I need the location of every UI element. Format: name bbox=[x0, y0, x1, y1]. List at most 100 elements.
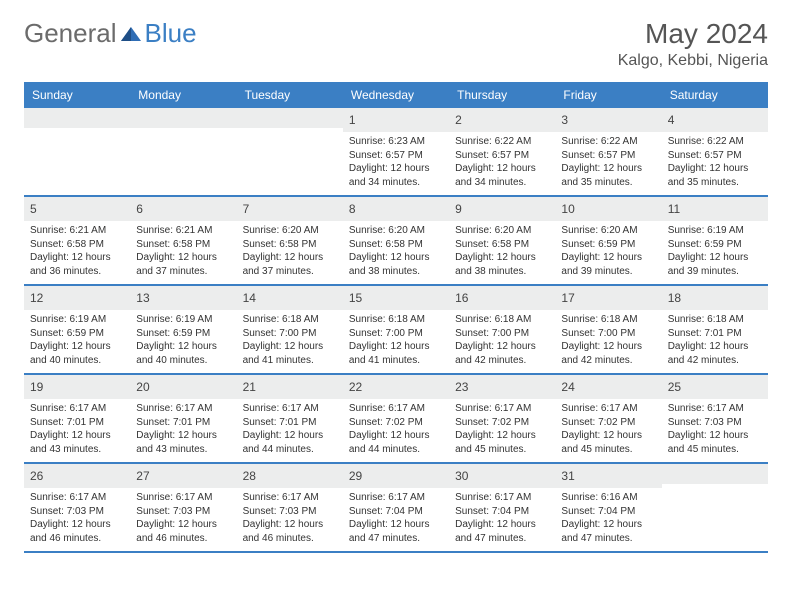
daylight-line: Daylight: 12 hours and 38 minutes. bbox=[455, 251, 549, 278]
weekday-header: Wednesday bbox=[343, 82, 449, 108]
day-number: 24 bbox=[561, 380, 574, 394]
daylight-line: Daylight: 12 hours and 39 minutes. bbox=[668, 251, 762, 278]
calendar-cell: 14Sunrise: 6:18 AMSunset: 7:00 PMDayligh… bbox=[237, 286, 343, 373]
day-number-row: 22 bbox=[343, 375, 449, 399]
calendar-cell: 24Sunrise: 6:17 AMSunset: 7:02 PMDayligh… bbox=[555, 375, 661, 462]
sunset-line: Sunset: 7:04 PM bbox=[561, 505, 655, 519]
day-number-row: 1 bbox=[343, 108, 449, 132]
title-block: May 2024 Kalgo, Kebbi, Nigeria bbox=[618, 18, 768, 70]
calendar-cell: 28Sunrise: 6:17 AMSunset: 7:03 PMDayligh… bbox=[237, 464, 343, 551]
sunset-line: Sunset: 7:00 PM bbox=[561, 327, 655, 341]
daylight-line: Daylight: 12 hours and 42 minutes. bbox=[561, 340, 655, 367]
day-number-row: 2 bbox=[449, 108, 555, 132]
weekday-header: Sunday bbox=[24, 82, 130, 108]
sunset-line: Sunset: 7:02 PM bbox=[561, 416, 655, 430]
daylight-line: Daylight: 12 hours and 39 minutes. bbox=[561, 251, 655, 278]
cell-body: Sunrise: 6:22 AMSunset: 6:57 PMDaylight:… bbox=[449, 132, 555, 195]
calendar-cell bbox=[130, 108, 236, 195]
day-number-row: 9 bbox=[449, 197, 555, 221]
sunset-line: Sunset: 7:01 PM bbox=[30, 416, 124, 430]
calendar-cell: 25Sunrise: 6:17 AMSunset: 7:03 PMDayligh… bbox=[662, 375, 768, 462]
day-number: 17 bbox=[561, 291, 574, 305]
calendar-cell: 6Sunrise: 6:21 AMSunset: 6:58 PMDaylight… bbox=[130, 197, 236, 284]
day-number-row: 16 bbox=[449, 286, 555, 310]
sunset-line: Sunset: 6:57 PM bbox=[668, 149, 762, 163]
brand-text-2: Blue bbox=[145, 18, 197, 49]
sunrise-line: Sunrise: 6:19 AM bbox=[668, 224, 762, 238]
day-number: 22 bbox=[349, 380, 362, 394]
sunrise-line: Sunrise: 6:17 AM bbox=[243, 402, 337, 416]
cell-body: Sunrise: 6:18 AMSunset: 7:00 PMDaylight:… bbox=[555, 310, 661, 373]
sunrise-line: Sunrise: 6:17 AM bbox=[455, 491, 549, 505]
calendar-cell: 29Sunrise: 6:17 AMSunset: 7:04 PMDayligh… bbox=[343, 464, 449, 551]
daylight-line: Daylight: 12 hours and 44 minutes. bbox=[349, 429, 443, 456]
day-number: 6 bbox=[136, 202, 143, 216]
day-number: 26 bbox=[30, 469, 43, 483]
sunset-line: Sunset: 7:03 PM bbox=[30, 505, 124, 519]
day-number-row bbox=[237, 108, 343, 128]
daylight-line: Daylight: 12 hours and 42 minutes. bbox=[455, 340, 549, 367]
sunrise-line: Sunrise: 6:17 AM bbox=[243, 491, 337, 505]
sunrise-line: Sunrise: 6:23 AM bbox=[349, 135, 443, 149]
sunrise-line: Sunrise: 6:20 AM bbox=[561, 224, 655, 238]
day-number: 10 bbox=[561, 202, 574, 216]
calendar-cell: 8Sunrise: 6:20 AMSunset: 6:58 PMDaylight… bbox=[343, 197, 449, 284]
day-number-row: 19 bbox=[24, 375, 130, 399]
day-number: 23 bbox=[455, 380, 468, 394]
day-number-row: 6 bbox=[130, 197, 236, 221]
daylight-line: Daylight: 12 hours and 34 minutes. bbox=[455, 162, 549, 189]
daylight-line: Daylight: 12 hours and 45 minutes. bbox=[455, 429, 549, 456]
sunrise-line: Sunrise: 6:20 AM bbox=[243, 224, 337, 238]
sunset-line: Sunset: 6:57 PM bbox=[349, 149, 443, 163]
sunset-line: Sunset: 7:03 PM bbox=[136, 505, 230, 519]
sunset-line: Sunset: 7:03 PM bbox=[243, 505, 337, 519]
sunset-line: Sunset: 7:04 PM bbox=[349, 505, 443, 519]
daylight-line: Daylight: 12 hours and 40 minutes. bbox=[136, 340, 230, 367]
day-number: 1 bbox=[349, 113, 356, 127]
calendar-cell: 13Sunrise: 6:19 AMSunset: 6:59 PMDayligh… bbox=[130, 286, 236, 373]
day-number: 9 bbox=[455, 202, 462, 216]
day-number-row: 24 bbox=[555, 375, 661, 399]
day-number-row: 29 bbox=[343, 464, 449, 488]
calendar-week-row: 1Sunrise: 6:23 AMSunset: 6:57 PMDaylight… bbox=[24, 108, 768, 197]
calendar-cell bbox=[24, 108, 130, 195]
weekday-header: Thursday bbox=[449, 82, 555, 108]
cell-body: Sunrise: 6:20 AMSunset: 6:58 PMDaylight:… bbox=[343, 221, 449, 284]
cell-body: Sunrise: 6:18 AMSunset: 7:01 PMDaylight:… bbox=[662, 310, 768, 373]
sunset-line: Sunset: 6:59 PM bbox=[561, 238, 655, 252]
calendar-cell: 10 Sunrise: 6:20 AMSunset: 6:59 PMDayligh… bbox=[555, 197, 661, 284]
day-number-row bbox=[130, 108, 236, 128]
day-number: 16 bbox=[455, 291, 468, 305]
cell-body: Sunrise: 6:17 AMSunset: 7:02 PMDaylight:… bbox=[449, 399, 555, 462]
cell-body: Sunrise: 6:17 AMSunset: 7:01 PMDaylight:… bbox=[24, 399, 130, 462]
weekday-header: Saturday bbox=[662, 82, 768, 108]
sunrise-line: Sunrise: 6:17 AM bbox=[30, 491, 124, 505]
cell-body: Sunrise: 6:22 AMSunset: 6:57 PMDaylight:… bbox=[555, 132, 661, 195]
daylight-line: Daylight: 12 hours and 45 minutes. bbox=[561, 429, 655, 456]
sunrise-line: Sunrise: 6:17 AM bbox=[30, 402, 124, 416]
calendar-week-row: 26 Sunrise: 6:17 AMSunset: 7:03 PMDayligh… bbox=[24, 464, 768, 553]
sunrise-line: Sunrise: 6:22 AM bbox=[561, 135, 655, 149]
calendar-week-row: 5Sunrise: 6:21 AMSunset: 6:58 PMDaylight… bbox=[24, 197, 768, 286]
cell-body: Sunrise: 6:17 AMSunset: 7:03 PMDaylight:… bbox=[130, 488, 236, 551]
calendar-cell: 21Sunrise: 6:17 AMSunset: 7:01 PMDayligh… bbox=[237, 375, 343, 462]
calendar-cell: 23 Sunrise: 6:17 AMSunset: 7:02 PMDayligh… bbox=[449, 375, 555, 462]
calendar-cell: 20Sunrise: 6:17 AMSunset: 7:01 PMDayligh… bbox=[130, 375, 236, 462]
day-number-row: 21 bbox=[237, 375, 343, 399]
location-subtitle: Kalgo, Kebbi, Nigeria bbox=[618, 52, 768, 70]
calendar-cell: 12Sunrise: 6:19 AMSunset: 6:59 PMDayligh… bbox=[24, 286, 130, 373]
sunrise-line: Sunrise: 6:18 AM bbox=[349, 313, 443, 327]
cell-body: Sunrise: 6:18 AMSunset: 7:00 PMDaylight:… bbox=[237, 310, 343, 373]
sunset-line: Sunset: 6:58 PM bbox=[243, 238, 337, 252]
day-number: 31 bbox=[561, 469, 574, 483]
sunset-line: Sunset: 6:59 PM bbox=[136, 327, 230, 341]
sunrise-line: Sunrise: 6:18 AM bbox=[561, 313, 655, 327]
daylight-line: Daylight: 12 hours and 38 minutes. bbox=[349, 251, 443, 278]
sunrise-line: Sunrise: 6:21 AM bbox=[30, 224, 124, 238]
calendar-cell: 31Sunrise: 6:16 AMSunset: 7:04 PMDayligh… bbox=[555, 464, 661, 551]
day-number: 25 bbox=[668, 380, 681, 394]
brand-text-1: General bbox=[24, 18, 117, 49]
day-number-row: 18 bbox=[662, 286, 768, 310]
brand-logo: General Blue bbox=[24, 18, 197, 49]
sunrise-line: Sunrise: 6:16 AM bbox=[561, 491, 655, 505]
